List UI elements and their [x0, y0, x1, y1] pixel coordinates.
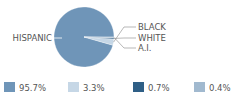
pie-slice [84, 37, 114, 45]
legend-label: 0.4% [209, 83, 231, 93]
slice-label: BLACK [138, 22, 166, 32]
leader-line [114, 27, 136, 42]
chart: HISPANIC BLACKWHITEA.I. 95.7% 3.3% 0.7% 0.4% [0, 0, 240, 100]
slice-label: A.I. [138, 43, 152, 53]
legend-label: 0.7% [148, 83, 170, 93]
legend-swatch [68, 82, 79, 92]
pie [54, 7, 114, 67]
slice-label: WHITE [138, 33, 166, 43]
leader-line [114, 38, 136, 39]
slice-label: HISPANIC [13, 33, 53, 43]
leader-line [53, 38, 62, 39]
leader-line [114, 37, 136, 48]
legend-swatch [133, 82, 144, 92]
pie-slice [84, 37, 114, 39]
legend-swatch [4, 82, 15, 92]
legend-label: 95.7% [19, 83, 46, 93]
pie-slice [54, 7, 114, 67]
legend-swatch [194, 82, 205, 92]
legend-label: 3.3% [83, 83, 105, 93]
pie-slice [84, 37, 114, 39]
